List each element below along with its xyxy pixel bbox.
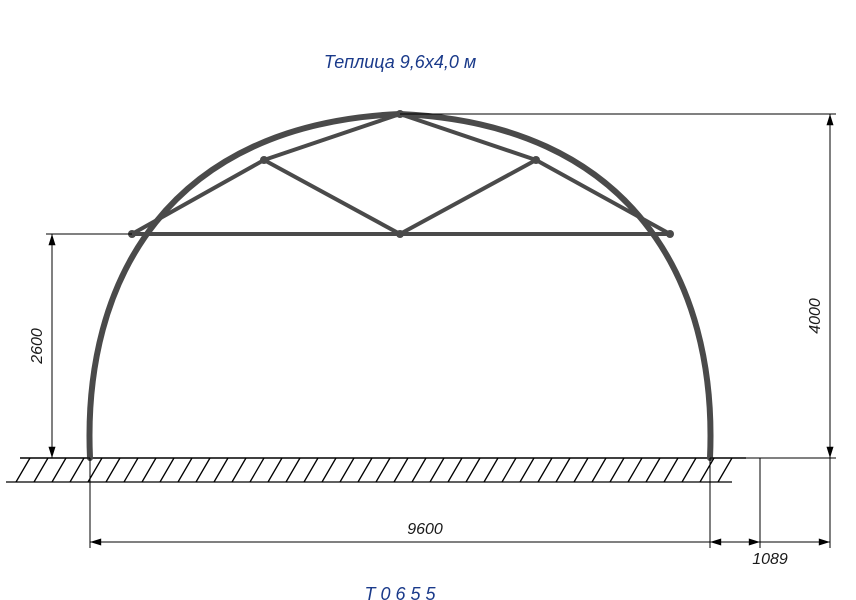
ground-hatch [16, 458, 732, 482]
dimension-total-height: 4000 [400, 114, 836, 458]
dim-width-value: 9600 [407, 521, 443, 538]
dim-tie-height-value: 2600 [29, 328, 46, 365]
arch-frame [90, 114, 711, 458]
drawing-title: Теплица 9,6х4,0 м [324, 52, 476, 72]
dimension-width: 9600 [90, 458, 760, 548]
dimension-overhang: 1089 [710, 458, 830, 568]
dimension-width-right [710, 458, 766, 548]
dimension-tie-height: 2600 [29, 234, 132, 458]
drawing-title-next: Т 0 6 5 5 [364, 584, 436, 600]
dim-total-height-value: 4000 [807, 298, 824, 334]
greenhouse-section-drawing: 2600 4000 9600 1089 Теплица 9,6х4,0 м Т … [0, 0, 856, 600]
dim-overhang-value: 1089 [752, 551, 788, 568]
